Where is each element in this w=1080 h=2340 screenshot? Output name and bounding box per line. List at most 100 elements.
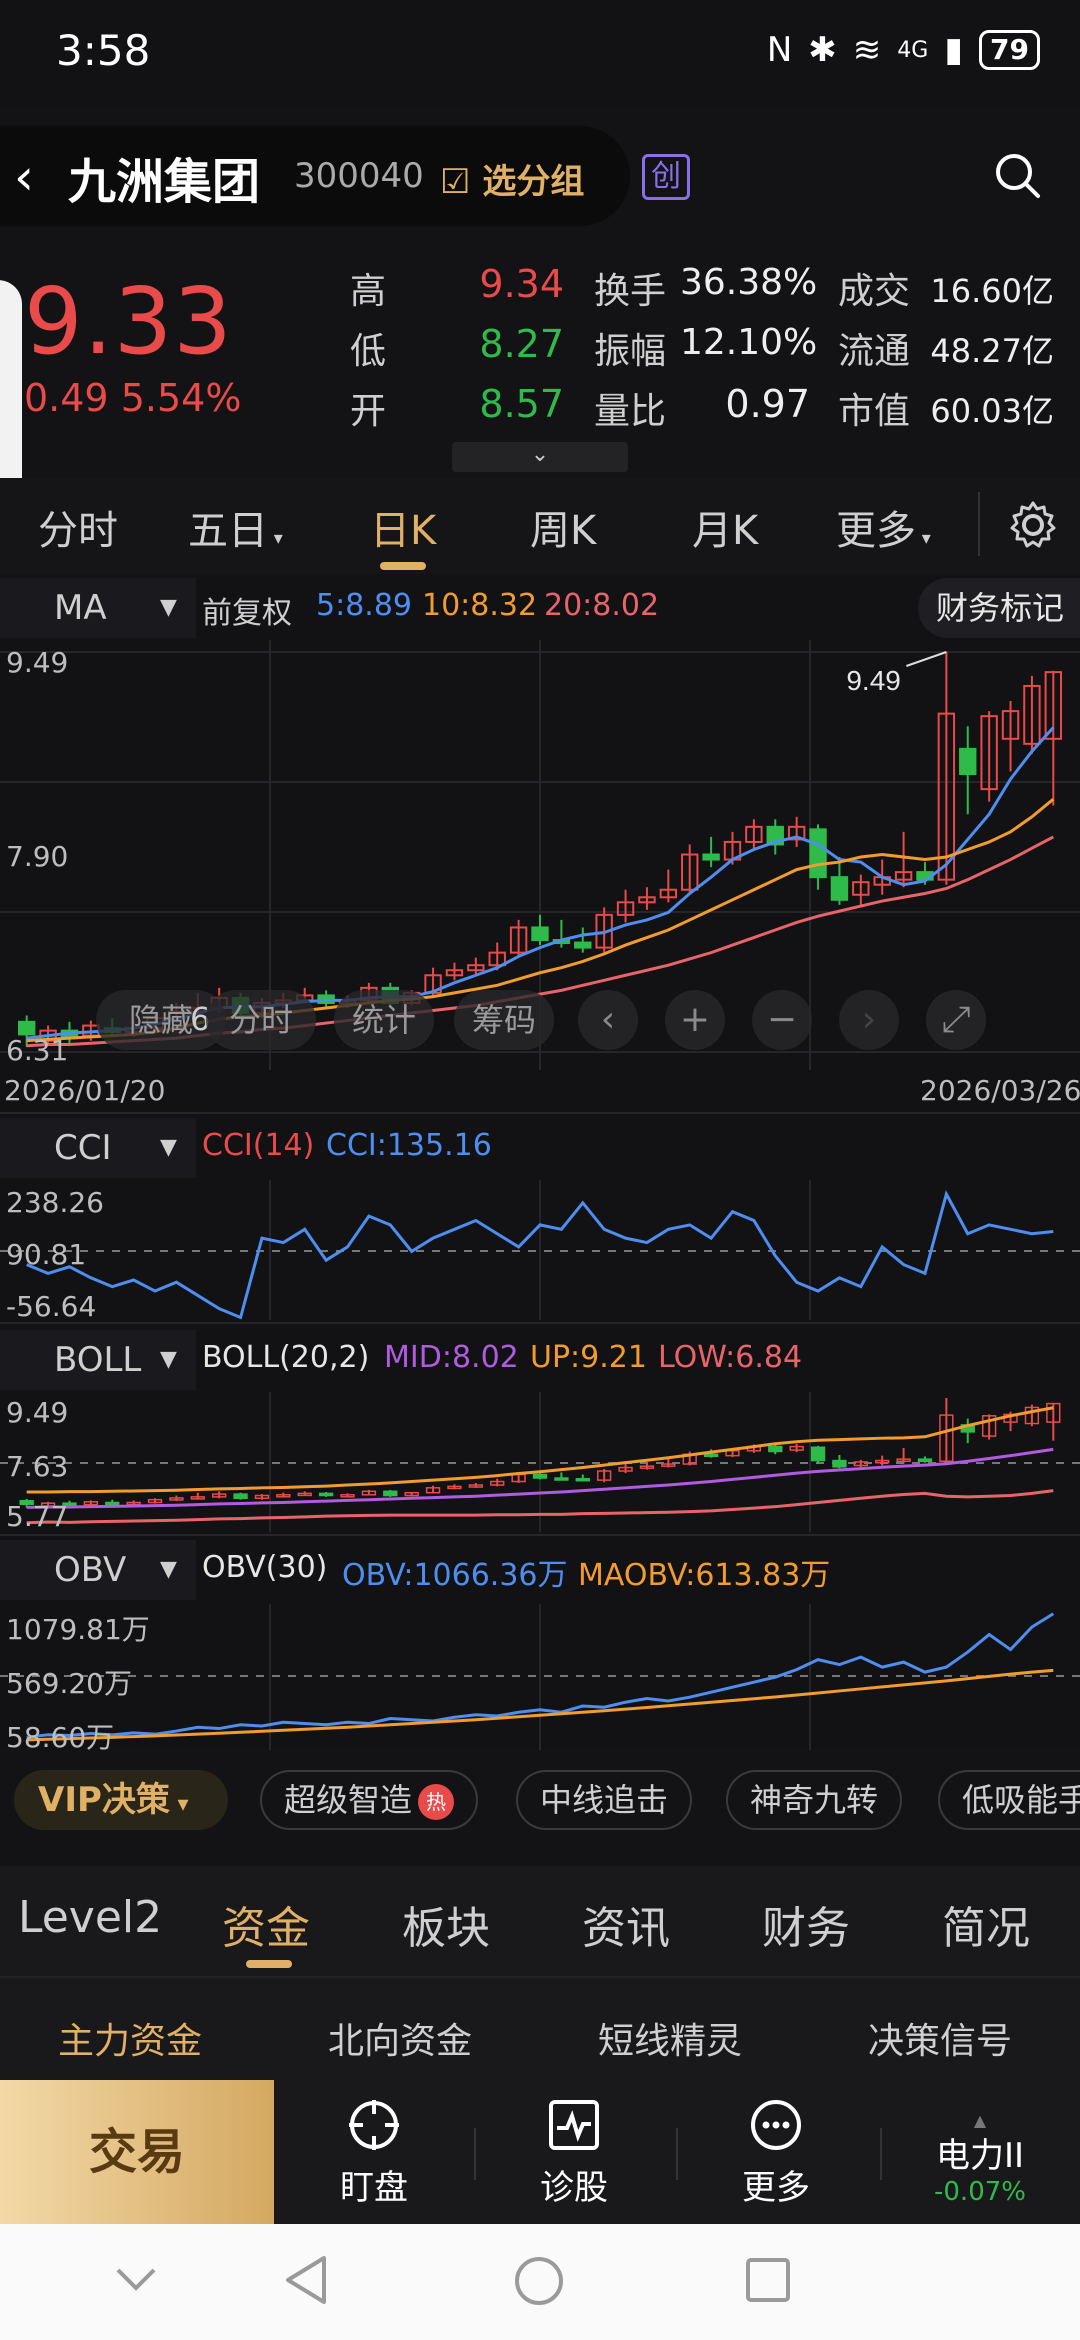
chevron-down-icon[interactable] (114, 2266, 158, 2294)
tab-daily-k[interactable]: 日K (370, 508, 437, 554)
main-indicator-label: MA (54, 588, 107, 628)
tab-level2[interactable]: Level2 (18, 1892, 163, 1943)
sector-index-button[interactable]: ▲ 电力II -0.07% (920, 2111, 1040, 2208)
intraday-button[interactable]: 分时 (206, 990, 316, 1050)
boll-candle-body (554, 1477, 569, 1481)
back-triangle-icon[interactable] (282, 2254, 330, 2306)
trade-button[interactable]: 交易 (0, 2080, 274, 2224)
candle-body (702, 853, 720, 861)
boll-candle (1046, 1402, 1061, 1441)
candle-body (488, 951, 506, 967)
boll-low-line (26, 1489, 1054, 1525)
adjust-mode[interactable]: 前复权 (202, 596, 292, 631)
peak-label: 9.49 (846, 665, 901, 696)
boll-candle-body (105, 1501, 120, 1506)
obv-indicator-select[interactable]: OBV ▼ (0, 1540, 196, 1600)
home-circle-icon[interactable] (512, 2254, 566, 2308)
float-label: 流通 (838, 331, 911, 372)
subtab-main-funds[interactable]: 主力资金 (58, 2021, 203, 2062)
candle-body (937, 712, 956, 881)
finance-mark-button[interactable]: 财务标记 (918, 578, 1080, 638)
zoom-out-icon[interactable]: − (752, 990, 812, 1050)
zoom-in-icon[interactable]: + (665, 990, 725, 1050)
chevron-right-icon[interactable]: › (839, 990, 899, 1050)
caret-up-icon: ▲ (973, 2111, 987, 2130)
candle (445, 962, 464, 981)
boll-indicator-select[interactable]: BOLL ▼ (0, 1330, 196, 1390)
fullscreen-icon[interactable]: ⤢ (926, 990, 986, 1050)
watch-button[interactable]: 盯盘 (314, 2098, 434, 2209)
subtab-short-term[interactable]: 短线精灵 (598, 2021, 743, 2062)
gear-icon[interactable] (1006, 498, 1060, 552)
candle (702, 836, 720, 868)
strategy-chip[interactable]: 中线追击 (516, 1770, 693, 1830)
checkbox-icon: ☑ (440, 162, 471, 202)
chips-button[interactable]: 筹码 (454, 990, 554, 1050)
strategy-chip[interactable]: 超级智造热 (260, 1770, 479, 1830)
diagnose-button[interactable]: 诊股 (514, 2098, 634, 2209)
volume-label: 成交 (838, 271, 911, 312)
tab-monthly-k[interactable]: 月K (692, 508, 759, 554)
mktcap-value: 60.03亿 (930, 392, 1054, 430)
boll-candle-body (896, 1458, 911, 1463)
tab-news[interactable]: 资讯 (582, 1903, 670, 1954)
tab-funds[interactable]: 资金 (222, 1903, 310, 1954)
nfc-icon: N (766, 30, 793, 70)
y-axis-top: 9.49 (6, 646, 69, 679)
candle-body (616, 901, 635, 916)
stats-button[interactable]: 统计 (334, 990, 434, 1050)
boll-candle (447, 1484, 462, 1490)
boll-candle (425, 1485, 441, 1494)
ma10-value: 10:8.32 (422, 588, 538, 623)
tab-weekly-k[interactable]: 周K (530, 508, 597, 554)
price-change: 0.49 5.54% (24, 376, 241, 420)
boll-candle (126, 1500, 141, 1506)
strategy-chip[interactable]: 神奇九转 (726, 1770, 903, 1830)
boll-candle-body (917, 1458, 933, 1463)
period-tabs: 分时 五日 ▾ 日K 周K 月K 更多 ▾ (0, 478, 1080, 574)
strategy-chip[interactable]: 低吸能手 (938, 1770, 1080, 1830)
open-label: 开 (350, 391, 387, 432)
tab-five-day[interactable]: 五日 ▾ (188, 498, 283, 556)
sector-change: -0.07% (934, 2177, 1026, 2207)
expand-quote-chevron-icon[interactable]: ⌄ (452, 442, 628, 472)
hide-button[interactable]: 隐藏 (96, 990, 226, 1050)
ma5-value: 5:8.89 (316, 588, 412, 623)
chevron-left-icon[interactable]: ‹ (578, 990, 638, 1050)
main-indicator-select[interactable]: MA ▼ (0, 578, 196, 638)
subtab-northbound[interactable]: 北向资金 (328, 2021, 473, 2062)
recents-square-icon[interactable] (744, 2256, 792, 2304)
y-axis-mid: 7.90 (6, 840, 69, 873)
clock: 3:58 (56, 26, 151, 75)
subtab-signals[interactable]: 决策信号 (868, 2021, 1013, 2062)
vip-label: VIP决策 (38, 1780, 170, 1820)
boll-candle (318, 1492, 334, 1497)
obv-chart (0, 1604, 1080, 1750)
boll-low: LOW:6.84 (658, 1340, 803, 1375)
active-tab-indicator (380, 562, 426, 570)
tab-more[interactable]: 更多 ▾ (836, 498, 931, 556)
vip-decision-button[interactable]: VIP决策 ▾ (14, 1770, 228, 1830)
candle (852, 874, 870, 908)
more-button[interactable]: 更多 (716, 2098, 836, 2209)
boll-candle (212, 1491, 227, 1499)
boll-candle-body (297, 1492, 312, 1497)
candle (659, 869, 678, 903)
boll-candle-body (318, 1492, 334, 1497)
back-icon[interactable]: ‹ (14, 148, 34, 206)
active-tab-indicator (246, 1960, 292, 1968)
candle (638, 887, 656, 910)
candle-body (1001, 710, 1020, 740)
candle (830, 857, 849, 905)
boll-candle (105, 1499, 120, 1506)
add-to-group-button[interactable]: ☑ 选分组 (440, 154, 584, 203)
tab-finance[interactable]: 财务 (762, 1903, 850, 1954)
tab-sector[interactable]: 板块 (402, 1903, 490, 1954)
cci-indicator-select[interactable]: CCI ▼ (0, 1118, 196, 1178)
crosshair-icon (349, 2100, 399, 2150)
search-icon[interactable] (990, 148, 1046, 204)
tab-intraday[interactable]: 分时 (38, 508, 118, 554)
candle (745, 819, 763, 850)
tab-profile[interactable]: 简况 (942, 1903, 1030, 1954)
candle-body (531, 926, 549, 942)
